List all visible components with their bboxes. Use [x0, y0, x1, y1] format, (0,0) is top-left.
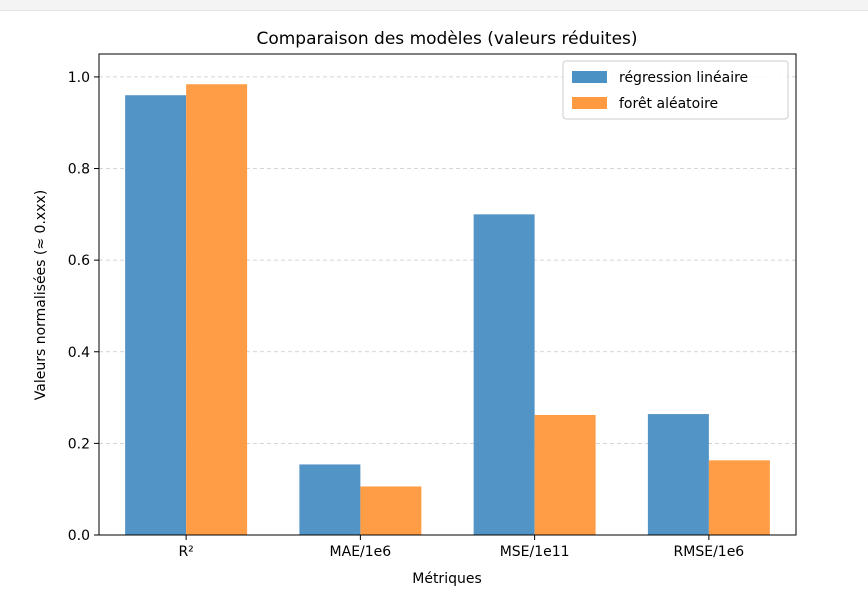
x-tick-label: MAE/1e6 — [330, 544, 392, 560]
legend: régression linéaire forêt aléatoire — [562, 60, 789, 120]
bars — [125, 84, 770, 536]
legend-label-regression: régression linéaire — [619, 70, 748, 86]
bar-forest-3 — [708, 460, 770, 535]
y-tick-label: 0.4 — [68, 345, 90, 361]
bar-regression-1 — [299, 464, 361, 535]
y-tick-label: 0.0 — [68, 528, 90, 544]
x-axis-label: Métriques — [412, 571, 482, 587]
bar-regression-0 — [125, 95, 187, 535]
bar-forest-0 — [186, 84, 248, 535]
y-tick-label: 1.0 — [68, 70, 90, 86]
y-tick-label: 0.2 — [68, 436, 90, 452]
output-cell-strip — [0, 0, 868, 11]
bar-forest-1 — [360, 486, 422, 535]
legend-label-forest: forêt aléatoire — [619, 96, 718, 112]
legend-swatch-forest — [572, 97, 607, 109]
y-axis-label: Valeurs normalisées (≈ 0.xxx) — [33, 190, 49, 400]
bar-regression-2 — [473, 214, 535, 536]
x-tick-label: RMSE/1e6 — [674, 544, 745, 560]
legend-box — [562, 60, 789, 120]
y-tick-label: 0.8 — [68, 162, 90, 178]
x-tick-label: MSE/1e11 — [500, 544, 570, 560]
y-tick-label: 0.6 — [68, 253, 90, 269]
plot-frame — [98, 53, 797, 536]
chart-title: Comparaison des modèles (valeurs réduite… — [256, 29, 637, 49]
x-tick-label: R² — [178, 544, 193, 560]
bar-regression-3 — [647, 414, 709, 535]
y-axis: 0.0 0.2 0.4 0.6 0.8 1.0 — [68, 70, 99, 544]
bar-forest-2 — [534, 414, 596, 535]
legend-swatch-regression — [572, 71, 607, 83]
x-axis: R² MAE/1e6 MSE/1e11 RMSE/1e6 — [178, 535, 744, 560]
